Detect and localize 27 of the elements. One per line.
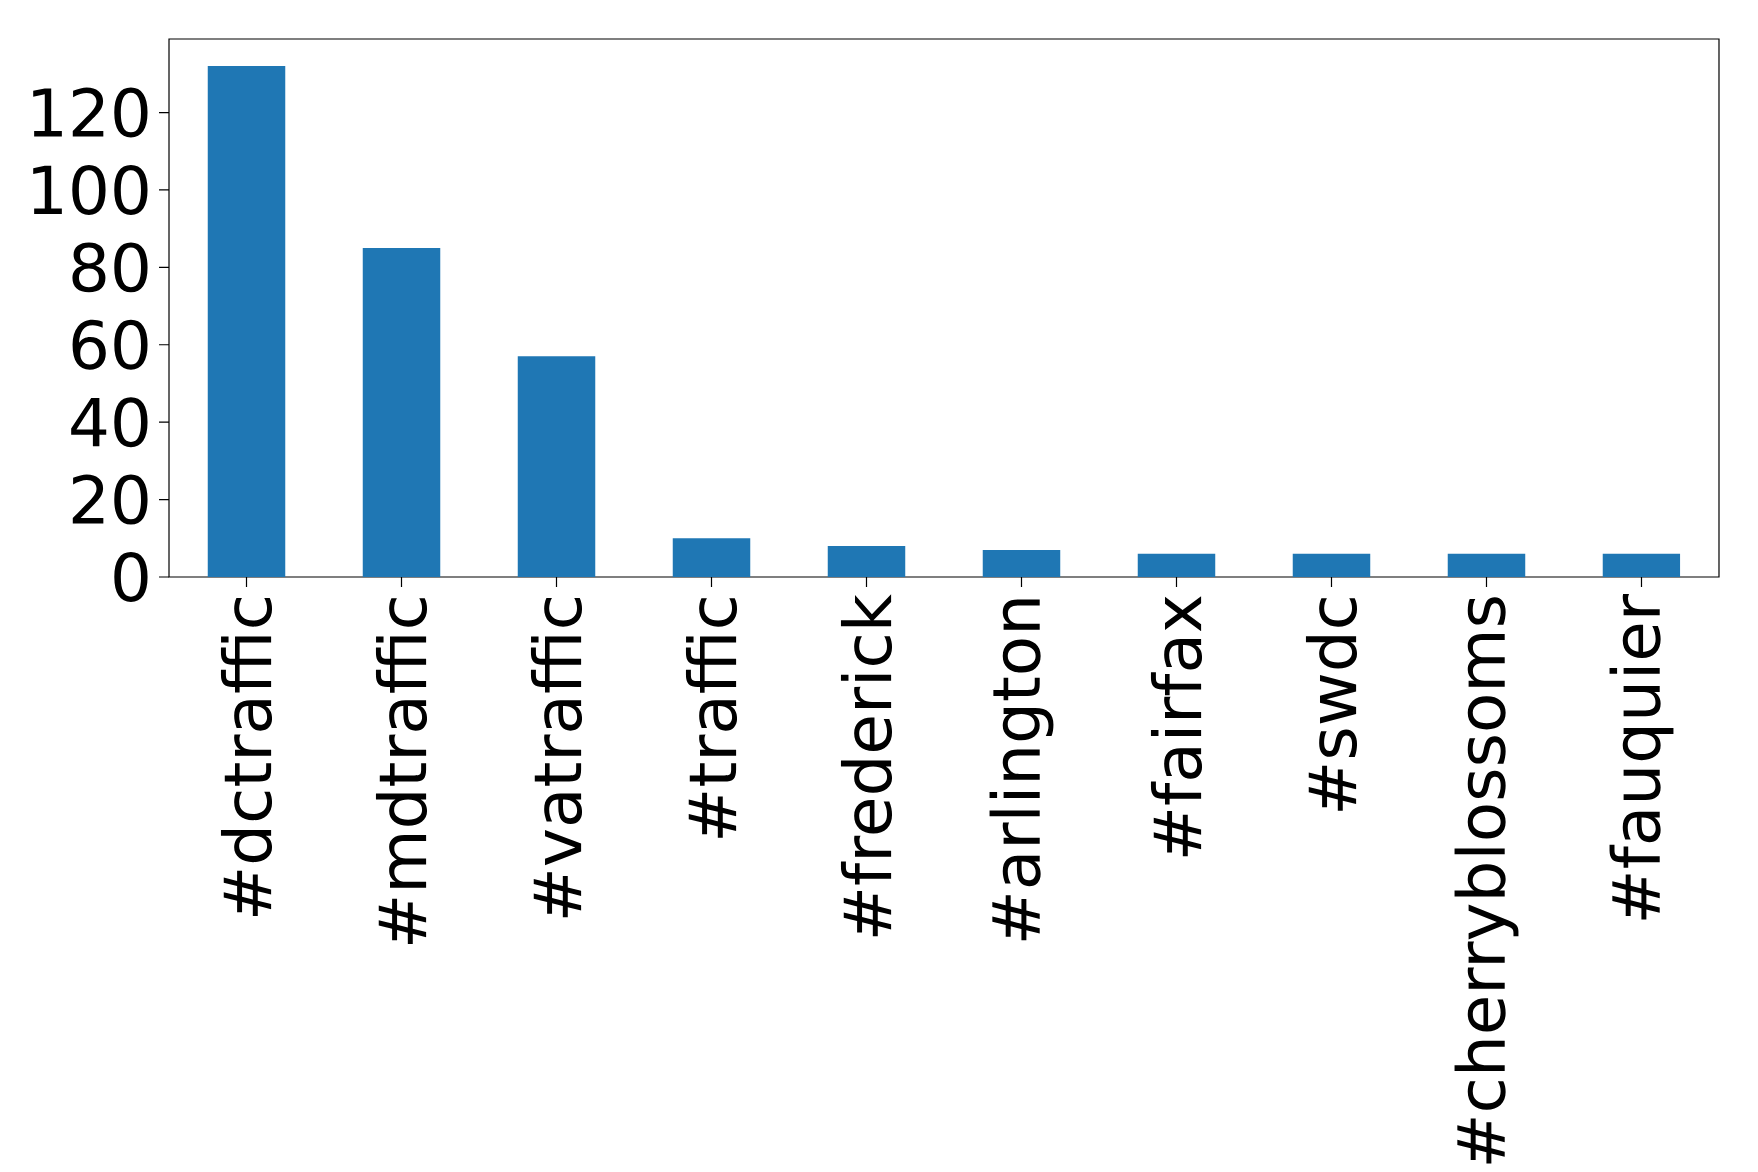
y-tick-label: 120 xyxy=(33,87,148,138)
y-tick-label: 20 xyxy=(72,474,148,525)
bar xyxy=(1137,553,1216,577)
y-tick-label: 80 xyxy=(72,242,148,293)
y-tick-label: 100 xyxy=(33,164,148,215)
bar xyxy=(1292,553,1371,577)
bar xyxy=(207,66,286,577)
y-tick-label: 0 xyxy=(114,552,148,602)
y-tick-label: 40 xyxy=(71,397,148,448)
x-tick-label: #swdc xyxy=(1305,598,1358,811)
bar xyxy=(672,538,751,577)
y-tick-label: 60 xyxy=(72,319,148,370)
x-tick-label: #arlington xyxy=(989,599,1054,941)
x-tick-label: #fairfax xyxy=(1150,596,1203,857)
bar xyxy=(517,356,596,577)
x-tick-label: #vatraffic xyxy=(530,598,583,918)
bar xyxy=(982,549,1061,577)
bar xyxy=(827,546,906,577)
x-tick-label: #traffic xyxy=(685,598,738,838)
x-tick-label: #frederick xyxy=(840,594,893,937)
bar xyxy=(1447,553,1526,577)
x-tick-label: #fauquier xyxy=(1609,594,1674,920)
x-tick-label: #dctraffic xyxy=(220,598,273,917)
bar xyxy=(1602,553,1681,577)
x-tick-label: #cherryblossoms xyxy=(1454,597,1519,1164)
x-tick-label: #mdtraffic xyxy=(375,598,428,945)
bar xyxy=(362,247,441,577)
